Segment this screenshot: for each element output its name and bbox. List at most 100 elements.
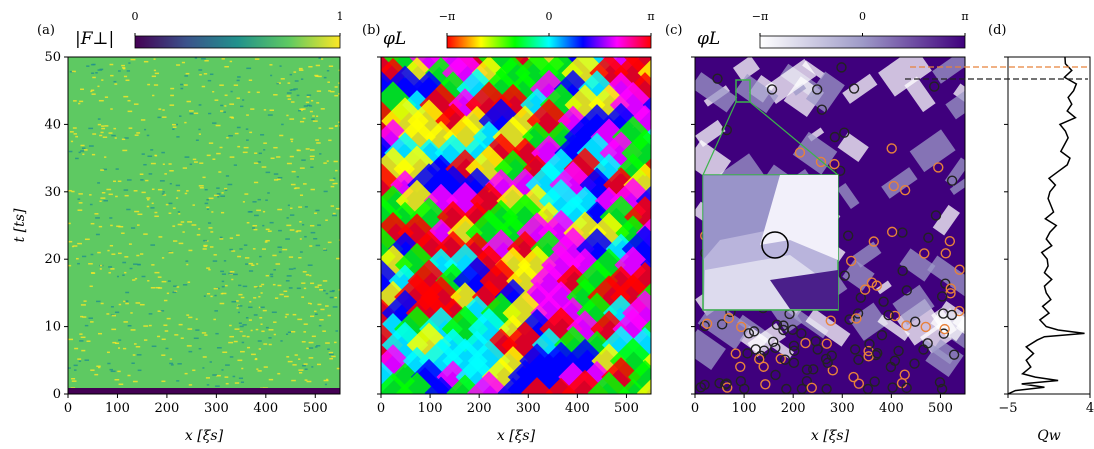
heatmap-cell <box>231 301 237 303</box>
heatmap-cell <box>390 362 420 392</box>
heatmap-cell <box>257 161 261 163</box>
heatmap-cell <box>115 168 119 170</box>
heatmap-cell <box>298 358 301 360</box>
heatmap-cell <box>467 371 511 394</box>
heatmap-cell <box>265 171 271 174</box>
vortex-marker <box>800 337 811 349</box>
vortex-marker <box>722 382 733 393</box>
heatmap-cell <box>191 224 197 226</box>
heatmap-cell <box>329 179 335 181</box>
heatmap-cell <box>132 279 136 281</box>
heatmap-cell <box>219 238 224 240</box>
heatmap-cell <box>238 284 242 287</box>
x-tick-label: 4 <box>1086 401 1094 416</box>
heatmap-cell <box>242 324 247 326</box>
heatmap-cell <box>177 363 182 365</box>
heatmap-cell <box>174 290 178 293</box>
heatmap-cell <box>310 188 315 191</box>
heatmap-cell <box>117 180 122 183</box>
heatmap-cell <box>269 109 275 111</box>
heatmap-cell <box>176 136 180 138</box>
heatmap-cell <box>165 347 169 350</box>
heatmap-cell <box>303 363 308 365</box>
vortex-marker <box>936 291 948 302</box>
heatmap-cell <box>165 203 169 206</box>
heatmap-cell <box>153 69 157 72</box>
heatmap-cell <box>521 377 553 394</box>
heatmap-cell <box>169 182 172 185</box>
heatmap-cell <box>158 108 162 110</box>
heatmap-cell <box>302 271 307 273</box>
heatmap-cell <box>73 100 77 102</box>
heatmap-cell <box>335 125 338 127</box>
heatmap-cell <box>121 67 126 69</box>
heatmap-cell <box>244 257 250 259</box>
heatmap-cell <box>303 287 307 290</box>
vortex-marker <box>754 354 765 365</box>
heatmap-cell <box>206 208 209 210</box>
heatmap-cell <box>316 90 322 92</box>
vortex-marker <box>808 364 819 375</box>
heatmap-cell <box>263 366 268 368</box>
heatmap-cell <box>878 57 932 97</box>
heatmap-cell <box>110 74 114 77</box>
heatmap-cell <box>309 274 312 277</box>
heatmap-cell <box>604 72 638 106</box>
heatmap-cell <box>291 101 295 103</box>
heatmap-cell <box>176 64 181 66</box>
heatmap-cell <box>338 239 340 241</box>
heatmap-cell <box>247 346 251 349</box>
vortex-marker <box>919 248 930 259</box>
heatmap-cell <box>229 335 234 338</box>
heatmap-cell <box>272 254 277 257</box>
heatmap-cell <box>199 187 204 189</box>
heatmap-cell <box>309 149 315 151</box>
heatmap-cell <box>216 193 221 195</box>
heatmap-cell <box>442 338 488 384</box>
heatmap-cell <box>134 277 138 280</box>
vortex-marker <box>839 127 850 138</box>
heatmap-cell <box>326 160 329 162</box>
heatmap-cell <box>246 222 250 224</box>
heatmap-cell <box>99 268 102 270</box>
heatmap-cell <box>288 268 294 270</box>
heatmap-cell <box>881 167 918 199</box>
x-tick-label: 0 <box>691 401 699 416</box>
heatmap-cell <box>141 153 145 155</box>
heatmap-cell <box>109 63 114 66</box>
heatmap-cell <box>332 306 338 308</box>
vortex-marker <box>761 231 789 259</box>
heatmap-cell <box>108 132 113 134</box>
heatmap-cell <box>198 133 201 135</box>
heatmap-cell <box>262 210 266 213</box>
heatmap-cell <box>953 83 965 113</box>
heatmap-cell <box>551 227 595 271</box>
vortex-marker <box>743 328 755 339</box>
heatmap-cell <box>332 214 338 217</box>
heatmap-cell <box>126 70 131 72</box>
heatmap-cell <box>317 75 322 78</box>
heatmap-cell <box>68 338 74 341</box>
heatmap-cell <box>80 150 85 152</box>
heatmap-cell <box>334 296 338 299</box>
heatmap-cell <box>695 139 732 184</box>
heatmap-cell <box>254 214 259 217</box>
x-tick-label: 400 <box>565 401 590 416</box>
heatmap-cell <box>151 264 155 266</box>
heatmap-cell <box>68 222 71 225</box>
heatmap-cell <box>294 354 298 356</box>
heatmap-cell <box>323 190 328 193</box>
heatmap-cell <box>232 375 236 378</box>
heatmap-cell <box>203 73 208 75</box>
heatmap-cell <box>204 334 208 336</box>
heatmap-cell <box>75 157 79 160</box>
heatmap-cell <box>393 145 441 193</box>
heatmap-cell <box>320 308 325 311</box>
heatmap-cell <box>216 347 222 349</box>
heatmap-cell <box>239 248 243 250</box>
heatmap-cell <box>277 246 282 248</box>
heatmap-cell <box>68 150 73 153</box>
vortex-marker <box>712 73 723 84</box>
heatmap-cell <box>932 204 960 236</box>
heatmap-cell <box>314 286 320 288</box>
